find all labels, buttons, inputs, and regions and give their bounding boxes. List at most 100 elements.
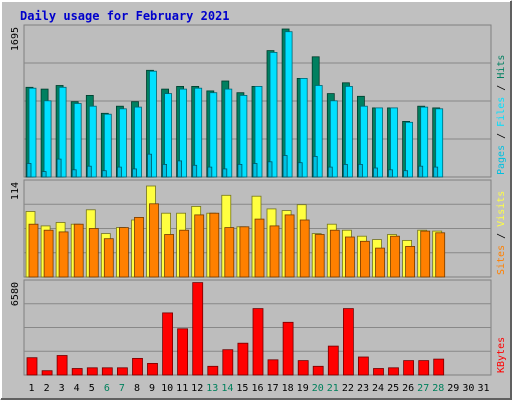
bar-hits-files-day-15 [239,95,248,178]
bar-visits-sites-day-17 [269,225,280,278]
bar-kbytes-kbytes-day-20 [312,365,324,376]
bar-hits-files-day-23 [359,105,368,178]
bar-kbytes-kbytes-day-25 [388,367,399,376]
bar-hits-files-day-9 [149,70,157,178]
x-tick-label-day-10: 10 [161,383,173,394]
bar-kbytes-kbytes-day-5 [86,367,98,376]
x-tick-label-day-13: 13 [206,383,218,394]
bar-hits-pages-day-5 [86,165,92,178]
x-tick-label-day-12: 12 [191,383,203,394]
bar-hits-pages-day-12 [192,164,198,178]
bar-hits-files-day-28 [435,108,444,178]
bar-hits-files-day-16 [254,86,263,178]
bar-hits-pages-day-24 [373,167,378,178]
x-tick-label-day-22: 22 [342,383,354,394]
bar-hits-pages-day-20 [312,155,318,178]
bar-visits-sites-day-7 [119,227,129,278]
chart-panels: 1695 Pages / Files / Hits 114 Sites / Visit… [10,24,507,376]
bar-kbytes-kbytes-day-10 [162,312,174,376]
bar-hits-files-day-21 [329,100,338,178]
bar-visits-sites-day-19 [299,219,310,278]
bar-kbytes-kbytes-day-1 [26,357,38,376]
bar-visits-sites-day-12 [194,214,205,278]
legend-separator: / [496,127,507,145]
bar-hits-pages-day-13 [207,166,213,178]
x-tick-label-day-24: 24 [372,383,384,394]
bar-visits-sites-day-16 [254,218,265,278]
x-tick-label-day-27: 27 [417,383,429,394]
bar-hits-files-day-12 [194,87,203,178]
x-tick-label-day-15: 15 [236,383,248,394]
x-tick-label-day-9: 9 [149,383,155,394]
bar-hits-files-day-7 [119,108,127,178]
x-tick-label-day-25: 25 [387,383,399,394]
bar-visits-sites-day-21 [329,229,340,278]
bar-kbytes-kbytes-day-18 [282,321,294,376]
bar-kbytes-kbytes-day-28 [433,358,445,376]
bar-hits-pages-day-9 [147,153,152,178]
bar-kbytes-kbytes-day-14 [222,349,234,376]
bar-kbytes-kbytes-day-3 [56,355,68,376]
bar-visits-sites-day-6 [103,238,114,278]
bar-visits-sites-day-2 [43,229,54,278]
bar-hits-files-day-24 [375,107,383,178]
x-tick-label-day-14: 14 [221,383,233,394]
bar-hits-pages-day-25 [388,169,393,178]
bar-visits-sites-day-1 [28,223,39,278]
x-tick-label-day-19: 19 [297,383,309,394]
x-tick-label-day-23: 23 [357,383,369,394]
bar-visits-sites-day-26 [405,245,416,278]
panel-visits: 114 Sites / Visits [10,179,507,278]
bar-hits-files-day-25 [390,107,398,178]
x-tick-label-day-11: 11 [176,383,188,394]
bar-visits-sites-day-27 [420,230,431,278]
bar-hits-pages-day-26 [403,170,409,178]
bar-hits-files-day-2 [43,100,52,178]
bar-hits-pages-day-16 [252,163,258,178]
x-tick-label-day-4: 4 [74,383,80,394]
bar-hits-pages-day-2 [41,171,47,178]
bar-hits-pages-day-23 [357,163,363,178]
bar-hits-files-day-6 [103,113,112,178]
x-tick-label-day-8: 8 [134,383,140,394]
x-tick-label-day-5: 5 [89,383,95,394]
bar-visits-sites-day-28 [435,232,446,278]
bar-hits-files-day-11 [179,88,188,178]
bar-kbytes-kbytes-day-16 [252,308,264,376]
bar-hits-pages-day-8 [132,168,137,178]
bar-hits-files-day-20 [314,85,323,178]
x-tick-label-day-7: 7 [119,383,125,394]
panel-visits-ymax-label: 114 [10,182,21,200]
bar-hits-pages-day-19 [297,162,303,178]
chart-title: Daily usage for February 2021 [20,9,230,23]
bar-kbytes-kbytes-day-23 [357,356,369,376]
x-tick-label-day-29: 29 [447,383,459,394]
bar-visits-sites-day-10 [164,234,175,278]
bar-hits-pages-day-21 [327,166,333,178]
x-tick-label-day-2: 2 [44,383,50,394]
bar-kbytes-kbytes-day-11 [177,328,189,376]
bar-kbytes-kbytes-day-9 [147,362,158,376]
bar-kbytes-kbytes-day-27 [418,360,430,376]
bar-kbytes-kbytes-day-19 [297,360,309,376]
x-tick-label-day-17: 17 [267,383,279,394]
legend-visits: Visits [496,191,507,227]
legend-separator: / [496,79,507,97]
bar-visits-sites-day-24 [375,247,385,278]
panel-visits-legend: Sites / Visits [496,191,507,275]
bar-visits-sites-day-14 [224,227,235,278]
bar-hits-pages-day-27 [418,165,424,178]
bar-visits-sites-day-20 [314,234,325,278]
panel-kbytes-ymax-label: 6580 [10,282,21,306]
bar-visits-sites-day-9 [149,203,159,278]
legend-separator: / [496,227,507,245]
bar-hits-pages-day-10 [162,163,168,178]
x-tick-label-day-1: 1 [28,383,34,394]
bar-kbytes-kbytes-day-12 [192,282,204,376]
panel-hits-legend: Pages / Files / Hits [496,55,507,175]
panel-kbytes: 6580 KBytes [10,279,507,376]
bar-hits-pages-day-17 [267,161,273,178]
bar-hits-pages-day-28 [433,166,439,178]
bar-hits-files-day-22 [344,86,353,178]
